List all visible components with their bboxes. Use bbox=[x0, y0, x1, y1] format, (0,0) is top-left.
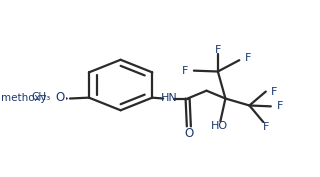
Text: HO: HO bbox=[211, 121, 228, 131]
Text: CH₃: CH₃ bbox=[31, 92, 51, 102]
Text: F: F bbox=[276, 101, 283, 111]
Text: F: F bbox=[271, 87, 278, 96]
Text: F: F bbox=[245, 53, 251, 63]
Text: O: O bbox=[56, 91, 65, 104]
Text: F: F bbox=[263, 122, 269, 132]
Text: methoxy: methoxy bbox=[1, 93, 46, 103]
Text: O: O bbox=[184, 127, 194, 140]
Text: HN: HN bbox=[161, 93, 178, 103]
Text: F: F bbox=[215, 45, 221, 55]
Text: F: F bbox=[182, 66, 188, 76]
